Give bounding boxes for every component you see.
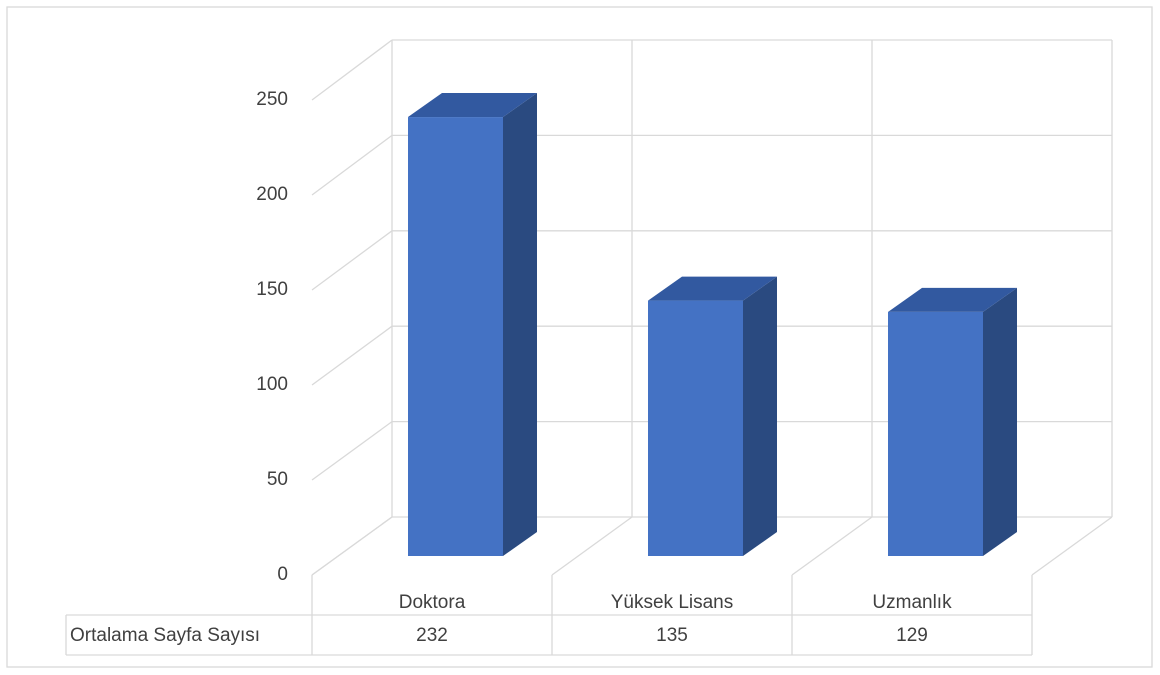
bar-side [983, 287, 1017, 556]
x-tick-label: Uzmanlık [872, 592, 952, 613]
y-tick-label: 250 [256, 89, 288, 110]
y-tick-label: 200 [256, 184, 288, 205]
table-value: 129 [896, 625, 928, 646]
bar-top [888, 287, 1017, 312]
bar-top [648, 276, 777, 301]
bar-side [743, 276, 777, 556]
grid-line [311, 134, 393, 196]
grid-line [311, 230, 393, 291]
table-value: 232 [416, 625, 448, 646]
bar [888, 311, 983, 556]
floor-line [551, 516, 633, 576]
grid-line [311, 325, 393, 386]
bar-side [503, 93, 537, 556]
bar-top [408, 93, 537, 118]
bar [648, 300, 743, 556]
grid-line [311, 421, 393, 481]
x-tick-label: Yüksek Lisans [611, 592, 734, 613]
floor-line [1031, 516, 1113, 576]
bar [408, 117, 503, 556]
x-tick-label: Doktora [399, 592, 466, 613]
y-tick-label: 150 [256, 279, 288, 300]
grid-line [311, 39, 393, 101]
floor-line [791, 516, 873, 576]
legend-label: Ortalama Sayfa Sayısı [70, 625, 260, 646]
y-tick-label: 100 [256, 374, 288, 395]
floor-line [311, 516, 393, 576]
table-value: 135 [656, 625, 688, 646]
y-tick-label: 50 [267, 469, 288, 490]
y-tick-label: 0 [277, 564, 288, 585]
